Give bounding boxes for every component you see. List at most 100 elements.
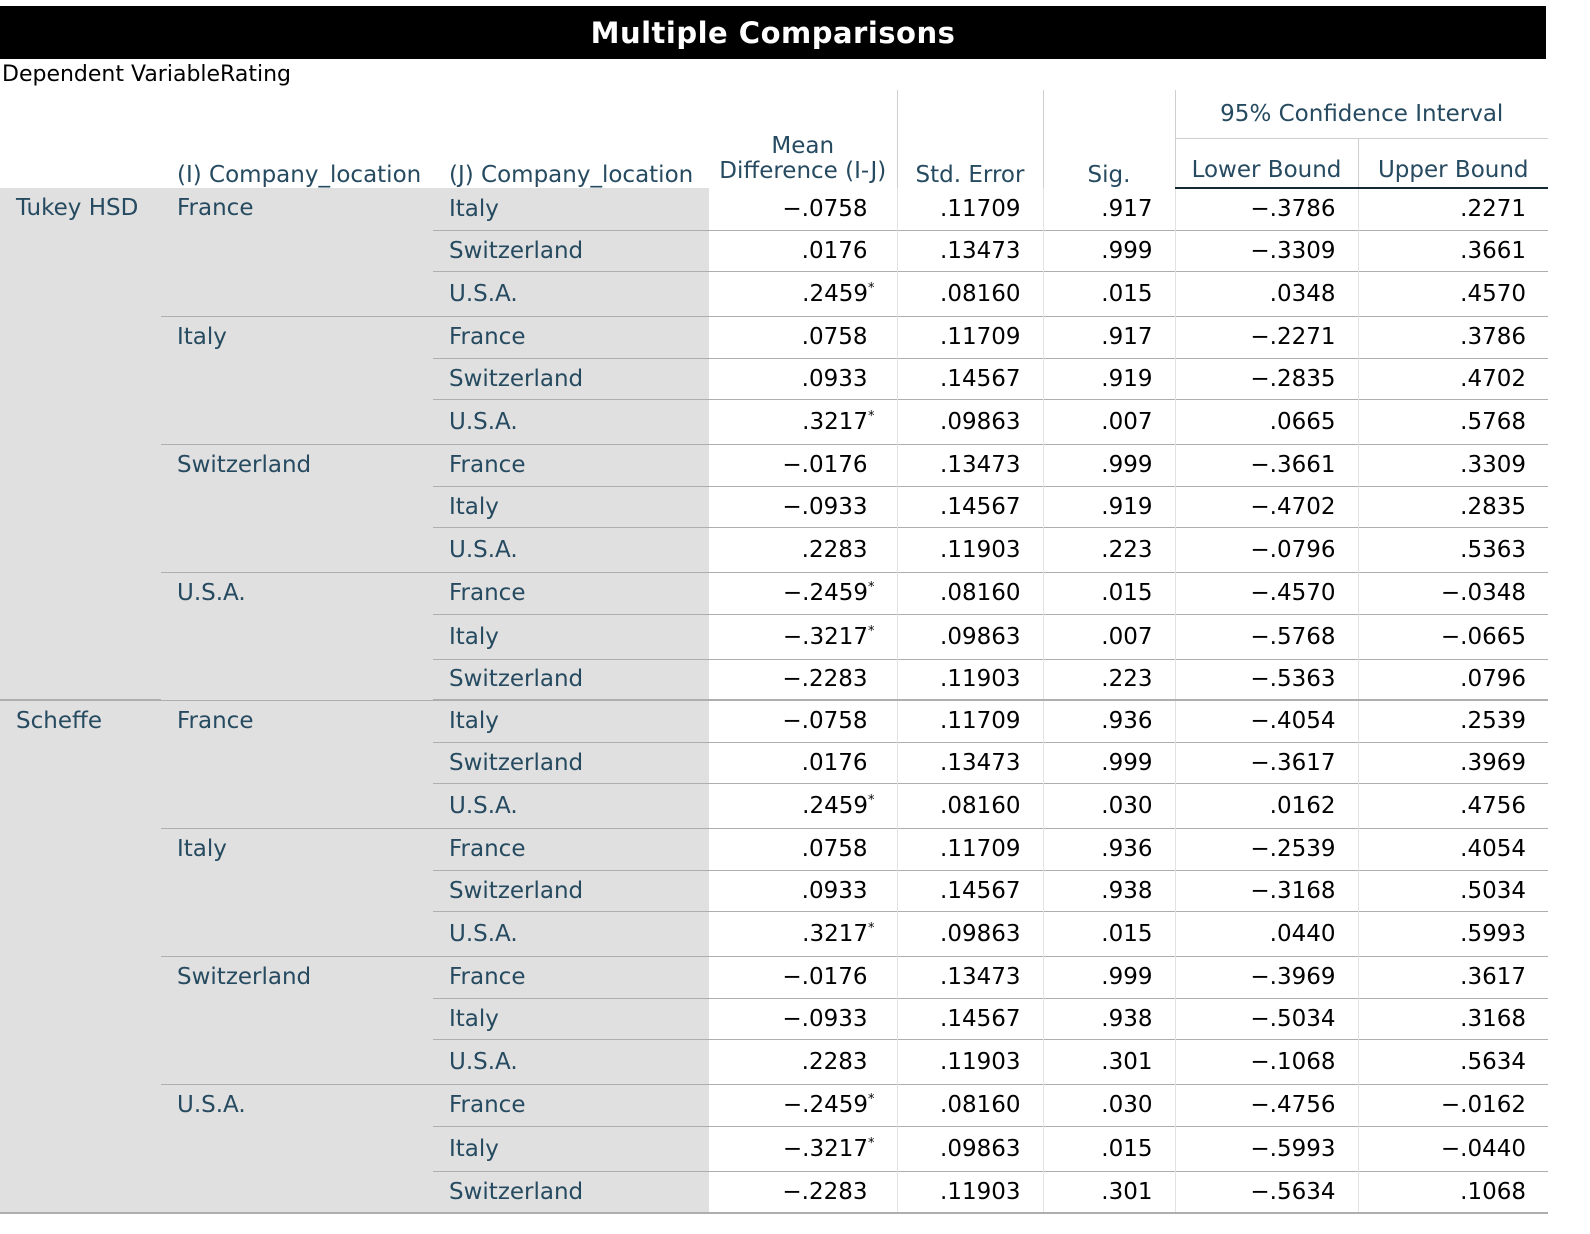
table-row: Switzerland .0176 .13473.999 −.3309.3661: [0, 229, 1548, 271]
sig-cell: .301: [1043, 1170, 1176, 1212]
dependent-variable-label: Dependent VariableRating: [2, 62, 291, 87]
lower-bound-cell: −.3661: [1175, 443, 1359, 486]
mean-difference-value: −.2283: [782, 666, 868, 693]
mean-difference-cell: −.0176: [709, 443, 898, 486]
std-error-cell: .14567: [897, 869, 1044, 911]
mean-difference-value: .0933: [801, 877, 868, 904]
lower-bound-cell: −.3969: [1175, 955, 1359, 998]
std-error-cell: .08160: [897, 782, 1044, 828]
table-row: U.S.A. .2283 .11903.301 −.1068.5634: [0, 1038, 1548, 1084]
upper-bound-cell: .2539: [1358, 699, 1548, 742]
header-upper-bound: Upper Bound: [1358, 138, 1548, 189]
lower-bound-cell: −.5634: [1175, 1170, 1359, 1212]
sig-cell: .917: [1043, 188, 1176, 230]
significance-marker: *: [868, 280, 875, 296]
table-row: U.S.A. .3217* .09863.007.0665.5768: [0, 398, 1548, 444]
i-location-label: France: [161, 188, 433, 316]
std-error-cell: .09863: [897, 910, 1044, 956]
mean-difference-cell: .2459*: [709, 782, 898, 828]
std-error-cell: .09863: [897, 1125, 1044, 1171]
upper-bound-cell: .3786: [1358, 315, 1548, 358]
i-location-label: Italy: [161, 827, 433, 956]
lower-bound-cell: −.4570: [1175, 571, 1359, 614]
upper-bound-cell: .5634: [1358, 1038, 1548, 1084]
mean-difference-value: −.0933: [782, 493, 868, 520]
sig-cell: .999: [1043, 741, 1176, 783]
table-row: Scheffe France Italy −.0758.11709.936 −.4054…: [0, 699, 1548, 1212]
mean-difference-cell: −.2283: [709, 658, 898, 700]
j-location-label: France: [433, 443, 709, 486]
mean-difference-value: .0176: [801, 237, 868, 264]
std-error-cell: .13473: [897, 741, 1044, 783]
mean-difference-cell: −.3217*: [709, 1125, 898, 1171]
j-location-label: France: [433, 827, 709, 870]
mean-difference-value: −.2459: [782, 580, 868, 606]
mean-difference-value: −.0758: [782, 708, 868, 735]
mean-difference-value: .2283: [801, 1048, 868, 1075]
mean-difference-cell: .0176: [709, 229, 898, 271]
table-row: U.S.A. .2283 .11903.223 −.0796.5363: [0, 526, 1548, 572]
lower-bound-cell: −.5768: [1175, 613, 1359, 659]
table-row: Switzerland .0933 .14567.938 −.3168.5034: [0, 869, 1548, 911]
std-error-cell: .08160: [897, 571, 1044, 614]
significance-marker: *: [868, 920, 875, 936]
header-confidence-interval: 95% Confidence Interval: [1174, 90, 1548, 139]
j-location-label: U.S.A.: [433, 1038, 709, 1084]
mean-difference-cell: −.2283: [709, 1170, 898, 1212]
header-j-location: (J) Company_location: [433, 90, 709, 188]
std-error-cell: .13473: [897, 955, 1044, 998]
lower-bound-cell: −.5034: [1175, 997, 1359, 1039]
j-location-label: Italy: [433, 997, 709, 1039]
j-location-label: U.S.A.: [433, 910, 709, 956]
sig-cell: .223: [1043, 658, 1176, 700]
i-location-label: U.S.A.: [161, 571, 433, 700]
sig-cell: .007: [1043, 613, 1176, 659]
sig-cell: .938: [1043, 869, 1176, 911]
j-location-label: France: [433, 955, 709, 998]
mean-difference-cell: .2283: [709, 1038, 898, 1084]
sig-cell: .223: [1043, 526, 1176, 572]
sig-cell: .007: [1043, 398, 1176, 444]
mean-difference-value: −.3217: [782, 623, 868, 650]
lower-bound-cell: −.4054: [1175, 699, 1359, 742]
j-location-label: Italy: [433, 699, 709, 742]
upper-bound-cell: .3168: [1358, 997, 1548, 1039]
mean-difference-cell: .0758: [709, 315, 898, 358]
sig-cell: .999: [1043, 443, 1176, 486]
lower-bound-cell: −.2835: [1175, 357, 1359, 399]
j-location-label: Switzerland: [433, 658, 709, 700]
lower-bound-cell: −.4702: [1175, 485, 1359, 527]
j-location-label: France: [433, 571, 709, 614]
lower-bound-cell: .0162: [1175, 782, 1359, 828]
lower-bound-cell: −.4756: [1175, 1083, 1359, 1126]
upper-bound-cell: .5034: [1358, 869, 1548, 911]
table-row: U.S.A. .2459* .08160.030.0162.4756: [0, 782, 1548, 828]
mean-difference-cell: .2283: [709, 526, 898, 572]
mean-difference-value: −.3217: [782, 1135, 868, 1162]
mean-difference-value: −.0758: [782, 195, 868, 222]
sig-cell: .030: [1043, 1083, 1176, 1126]
header-sig: Sig.: [1043, 90, 1176, 188]
sig-cell: .301: [1043, 1038, 1176, 1084]
i-location-label: Switzerland: [161, 443, 433, 572]
table-row: Tukey HSD France Italy −.0758.11709.917 −.37…: [0, 188, 1548, 700]
multiple-comparisons-table-wrapper: (I) Company_location (J) Company_locatio…: [0, 90, 1548, 1212]
j-location-label: Italy: [433, 613, 709, 659]
upper-bound-cell: .4702: [1358, 357, 1548, 399]
upper-bound-cell: −.0348: [1358, 571, 1548, 614]
lower-bound-cell: −.0796: [1175, 526, 1359, 572]
mean-difference-cell: −.2459*: [709, 571, 898, 614]
table-row: Italy France .0758 .11709.936 −.2539.4054: [0, 827, 1548, 956]
upper-bound-cell: −.0665: [1358, 613, 1548, 659]
sig-cell: .015: [1043, 571, 1176, 614]
mean-difference-cell: .0176: [709, 741, 898, 783]
upper-bound-cell: .5993: [1358, 910, 1548, 956]
mean-difference-value: .3217: [802, 920, 868, 947]
std-error-cell: .11903: [897, 658, 1044, 700]
upper-bound-cell: −.0440: [1358, 1125, 1548, 1171]
sig-cell: .917: [1043, 315, 1176, 358]
upper-bound-cell: .3969: [1358, 741, 1548, 783]
j-location-label: Italy: [433, 1125, 709, 1171]
table-row: Switzerland −.2283 .11903.301 −.5634.1068: [0, 1170, 1548, 1212]
table-row: U.S.A. .3217* .09863.015.0440.5993: [0, 910, 1548, 956]
